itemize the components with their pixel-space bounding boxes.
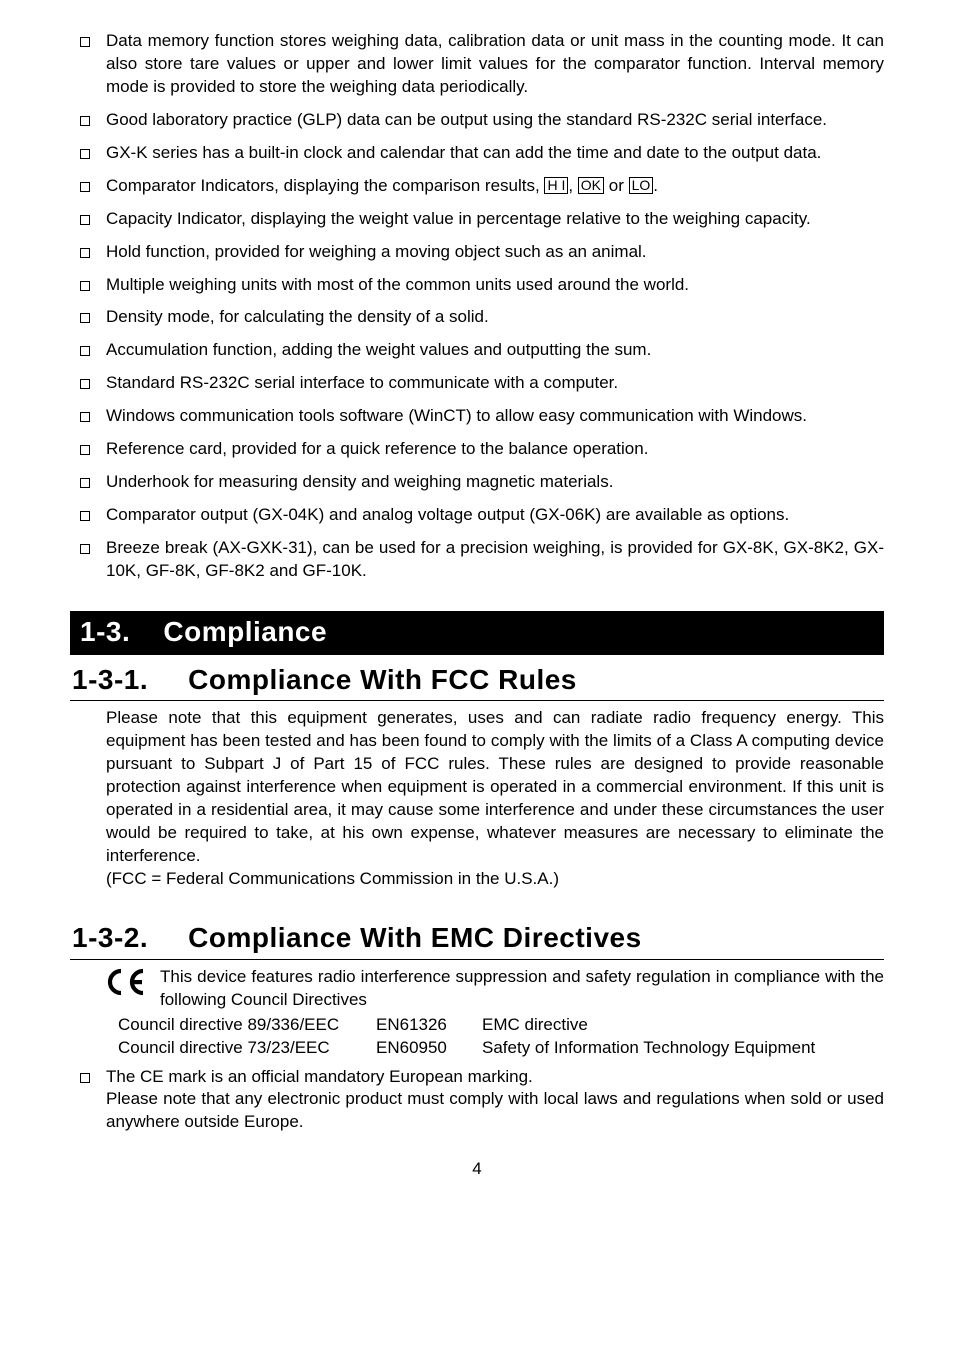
list-item: Good laboratory practice (GLP) data can … xyxy=(70,109,884,132)
list-item: Accumulation function, adding the weight… xyxy=(70,339,884,362)
directive-name: Council directive 89/336/EEC xyxy=(118,1014,376,1037)
list-item: GX-K series has a built-in clock and cal… xyxy=(70,142,884,165)
directive-table: Council directive 89/336/EECEN61326EMC d… xyxy=(118,1014,825,1060)
list-item: Standard RS-232C serial interface to com… xyxy=(70,372,884,395)
subheading-number: 1-3-2. xyxy=(72,919,148,957)
heading-1-3-2: 1-3-2. Compliance With EMC Directives xyxy=(70,919,884,960)
table-row: Council directive 73/23/EECEN60950Safety… xyxy=(118,1037,825,1060)
ce-note-list: The CE mark is an official mandatory Eur… xyxy=(70,1066,884,1135)
list-item: Comparator output (GX-04K) and analog vo… xyxy=(70,504,884,527)
list-item: Underhook for measuring density and weig… xyxy=(70,471,884,494)
list-item: Windows communication tools software (Wi… xyxy=(70,405,884,428)
lo-indicator: LO xyxy=(629,177,654,194)
feature-list: Data memory function stores weighing dat… xyxy=(70,30,884,583)
list-item: The CE mark is an official mandatory Eur… xyxy=(70,1066,884,1135)
directive-description: Safety of Information Technology Equipme… xyxy=(482,1037,825,1060)
list-item: Breeze break (AX-GXK-31), can be used fo… xyxy=(70,537,884,583)
heading-1-3-1: 1-3-1. Compliance With FCC Rules xyxy=(70,661,884,702)
list-item: Reference card, provided for a quick ref… xyxy=(70,438,884,461)
list-item: Hold function, provided for weighing a m… xyxy=(70,241,884,264)
fcc-paragraph: Please note that this equipment generate… xyxy=(70,707,884,891)
list-item: Comparator Indicators, displaying the co… xyxy=(70,175,884,198)
directive-standard: EN61326 xyxy=(376,1014,482,1037)
list-item: Data memory function stores weighing dat… xyxy=(70,30,884,99)
fcc-body-text: Please note that this equipment generate… xyxy=(106,708,884,865)
ok-indicator: OK xyxy=(578,177,604,194)
heading-1-3: 1-3. Compliance xyxy=(70,611,884,655)
fcc-note-text: (FCC = Federal Communications Commission… xyxy=(106,869,559,888)
list-item: Capacity Indicator, displaying the weigh… xyxy=(70,208,884,231)
ce-row: This device features radio interference … xyxy=(70,966,884,1012)
heading-number: 1-3. xyxy=(80,616,130,647)
ce-text: This device features radio interference … xyxy=(160,966,884,1012)
hi-indicator: H I xyxy=(544,177,568,194)
ce-bullet-2: Please note that any electronic product … xyxy=(106,1089,884,1131)
ce-bullet-1: The CE mark is an official mandatory Eur… xyxy=(106,1067,533,1086)
directive-description: EMC directive xyxy=(482,1014,825,1037)
page-number: 4 xyxy=(70,1158,884,1181)
directive-standard: EN60950 xyxy=(376,1037,482,1060)
list-item: Density mode, for calculating the densit… xyxy=(70,306,884,329)
ce-mark-icon xyxy=(106,968,160,1003)
subheading-text: Compliance With FCC Rules xyxy=(188,661,880,699)
subheading-text: Compliance With EMC Directives xyxy=(188,919,880,957)
table-row: Council directive 89/336/EECEN61326EMC d… xyxy=(118,1014,825,1037)
list-item: Multiple weighing units with most of the… xyxy=(70,274,884,297)
subheading-number: 1-3-1. xyxy=(72,661,148,699)
directive-name: Council directive 73/23/EEC xyxy=(118,1037,376,1060)
heading-text: Compliance xyxy=(163,616,327,647)
